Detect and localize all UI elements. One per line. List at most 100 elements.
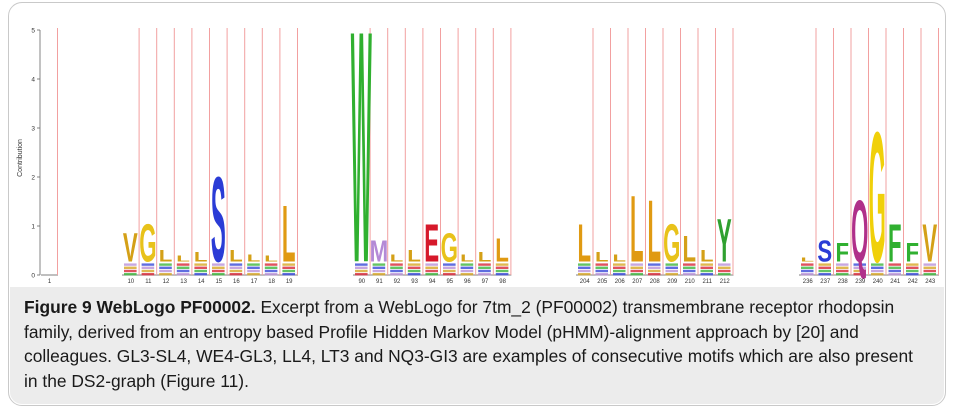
residue-minor-mark [888, 266, 901, 269]
residue-minor-mark [212, 263, 225, 266]
x-tick-label: 208 [650, 279, 661, 285]
residue-letter: F [888, 213, 902, 273]
residue-minor-mark [124, 269, 137, 273]
residue-minor-mark [683, 269, 696, 273]
residue-minor-mark [801, 273, 814, 276]
residue-minor-mark [836, 273, 849, 276]
residue-minor-mark [578, 269, 591, 273]
residue-letter: L [460, 252, 474, 264]
x-tick-label: 210 [685, 279, 696, 285]
y-tick-label: 5 [31, 28, 35, 35]
x-tick-label: 240 [873, 279, 884, 285]
residue-letter: G [869, 94, 886, 286]
residue-minor-mark [888, 263, 901, 266]
residue-minor-mark [407, 263, 421, 266]
residue-minor-mark [407, 269, 421, 273]
residue-minor-mark [176, 273, 190, 276]
y-tick-label: 3 [31, 126, 35, 133]
y-tick-label: 1 [31, 224, 35, 231]
residue-letter: F [905, 238, 919, 268]
residue-minor-mark [801, 269, 814, 273]
x-tick-label: 212 [720, 279, 731, 285]
residue-minor-mark [906, 263, 919, 266]
y-tick-label: 2 [31, 175, 35, 182]
residue-minor-mark [853, 273, 866, 276]
residue-minor-mark [425, 273, 438, 276]
residue-minor-mark [194, 263, 207, 266]
residue-minor-mark [871, 269, 884, 273]
residue-minor-mark [853, 269, 866, 273]
x-tick-label: 17 [251, 279, 258, 285]
residue-letter: L [194, 249, 208, 264]
residue-minor-mark [390, 273, 403, 276]
residue-minor-mark [247, 273, 260, 276]
residue-minor-mark [648, 269, 661, 273]
residue-minor-mark [923, 266, 936, 269]
x-tick-label: 19 [286, 279, 293, 285]
residue-minor-mark [460, 266, 474, 269]
residue-minor-mark [613, 263, 626, 266]
residue-minor-mark [282, 266, 295, 269]
residue-minor-mark [264, 266, 278, 269]
residue-minor-mark [212, 266, 225, 269]
residue-minor-mark [355, 263, 368, 266]
residue-minor-mark [595, 273, 608, 276]
x-tick-label: 236 [803, 279, 814, 285]
residue-minor-mark [665, 263, 678, 266]
residue-minor-mark [818, 273, 831, 276]
residue-minor-mark [159, 266, 172, 269]
residue-minor-mark [159, 263, 172, 266]
residue-letter: G [139, 213, 156, 273]
residue-minor-mark [718, 263, 731, 266]
residue-minor-mark [818, 269, 831, 273]
residue-letter: S [817, 234, 832, 268]
residue-minor-mark [460, 263, 474, 266]
residue-minor-mark [683, 263, 696, 266]
residue-minor-mark [425, 263, 438, 266]
x-tick-label: 209 [667, 279, 678, 285]
residue-minor-mark [683, 273, 696, 276]
residue-letter: L [495, 232, 509, 270]
residue-minor-mark [648, 273, 661, 276]
residue-letter: L [682, 228, 696, 269]
residue-letter: M [370, 234, 389, 268]
residue-minor-mark [478, 269, 491, 273]
residue-letter: L [700, 247, 714, 266]
residue-minor-mark [718, 273, 731, 276]
residue-minor-mark [141, 263, 155, 266]
x-tick-label: 243 [925, 279, 936, 285]
x-tick-label: 92 [394, 279, 401, 285]
residue-letter: L [176, 254, 190, 263]
weblogo-chart: Contribution 0 1 2 3 4 5 1 V 10 G 11 L 12 L 13 L 14 S 15 L 16… [14, 16, 944, 286]
residue-minor-mark [923, 263, 936, 266]
residue-minor-mark [630, 269, 643, 273]
residue-minor-mark [478, 266, 491, 269]
residue-minor-mark [906, 266, 919, 269]
residue-letter: L [577, 213, 591, 273]
y-tick-label: 4 [31, 77, 35, 84]
residue-minor-mark [871, 266, 884, 269]
residue-minor-mark [648, 266, 661, 269]
residue-minor-mark [372, 266, 386, 269]
residue-letter: L [247, 252, 261, 264]
residue-letter: G [441, 224, 458, 270]
residue-minor-mark [683, 266, 696, 269]
residue-minor-mark [355, 269, 368, 273]
residue-minor-mark [613, 273, 626, 276]
x-tick-label: 10 [127, 279, 134, 285]
residue-minor-mark [247, 263, 260, 266]
residue-letter: G [663, 213, 680, 273]
residue-minor-mark [264, 263, 278, 266]
residue-minor-mark [141, 273, 155, 276]
residue-minor-mark [124, 266, 137, 269]
residue-minor-mark [888, 273, 901, 276]
residue-minor-mark [801, 266, 814, 269]
residue-minor-mark [159, 269, 172, 273]
residue-letter: V [123, 224, 138, 270]
residue-minor-mark [648, 263, 661, 266]
residue-minor-mark [247, 269, 260, 273]
residue-minor-mark [390, 269, 403, 273]
x-tick-label: 211 [702, 279, 712, 285]
residue-minor-mark [665, 266, 678, 269]
residue-minor-mark [282, 263, 295, 266]
